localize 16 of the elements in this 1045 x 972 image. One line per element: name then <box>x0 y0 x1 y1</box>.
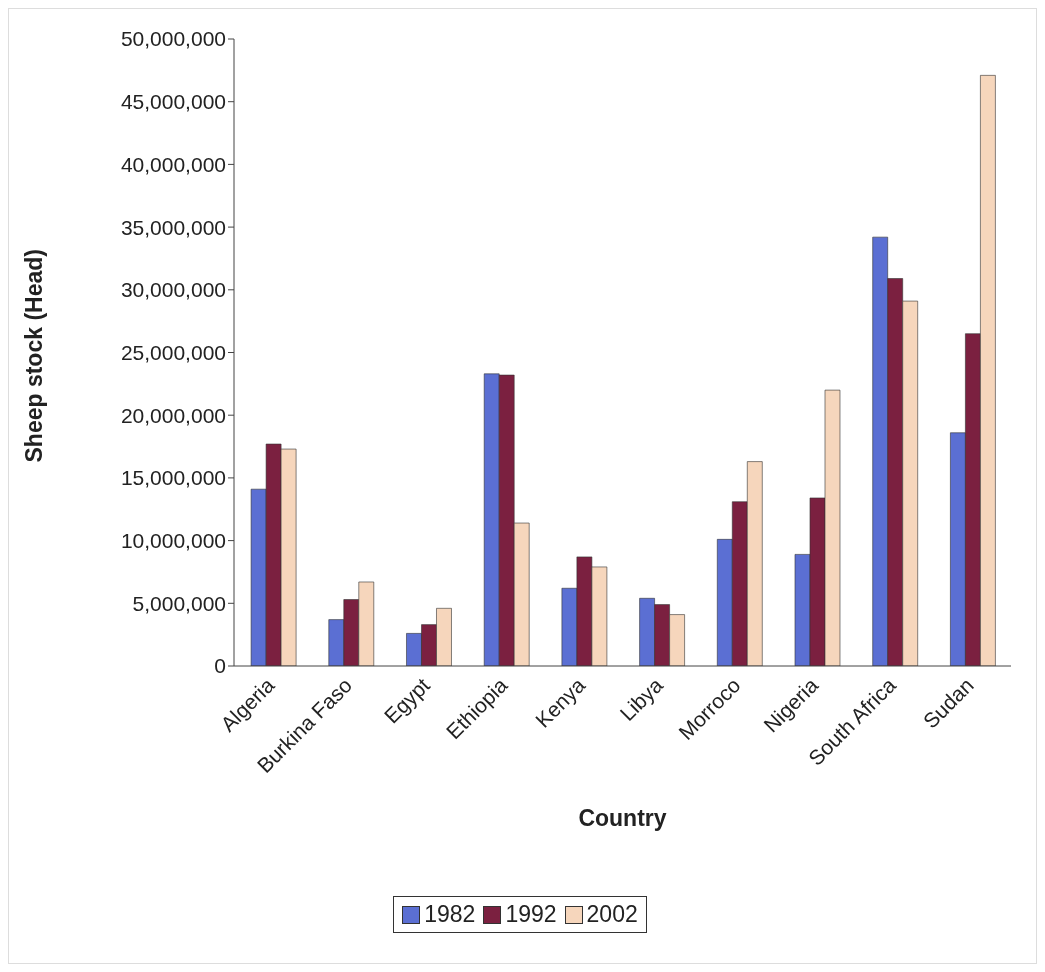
y-tick-label: 10,000,000 <box>120 529 226 553</box>
legend-label: 1982 <box>424 901 476 928</box>
y-tick-label: 15,000,000 <box>120 466 226 490</box>
y-tick-label: 20,000,000 <box>120 403 226 427</box>
y-axis-title: Sheep stock (Head) <box>21 249 48 463</box>
y-tick-label: 45,000,000 <box>120 90 226 114</box>
y-tick-label: 5,000,000 <box>132 591 226 615</box>
y-tick-label: 35,000,000 <box>120 215 226 239</box>
y-tick-label: 25,000,000 <box>120 340 226 364</box>
y-tick-label: 30,000,000 <box>120 278 226 302</box>
y-tick-label: 40,000,000 <box>120 152 226 176</box>
y-tick-label: 0 <box>214 654 226 678</box>
x-axis-title: Country <box>578 805 667 831</box>
legend-label: 2002 <box>586 901 638 928</box>
y-tick-label: 50,000,000 <box>120 27 226 51</box>
legend-label: 1992 <box>505 901 557 928</box>
